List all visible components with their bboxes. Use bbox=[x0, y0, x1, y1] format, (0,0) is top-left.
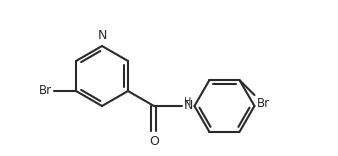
Text: O: O bbox=[149, 136, 159, 149]
Text: Br: Br bbox=[39, 85, 52, 98]
Text: N: N bbox=[184, 100, 193, 112]
Text: N: N bbox=[97, 29, 107, 42]
Text: H: H bbox=[185, 97, 192, 107]
Text: Br: Br bbox=[257, 97, 270, 110]
